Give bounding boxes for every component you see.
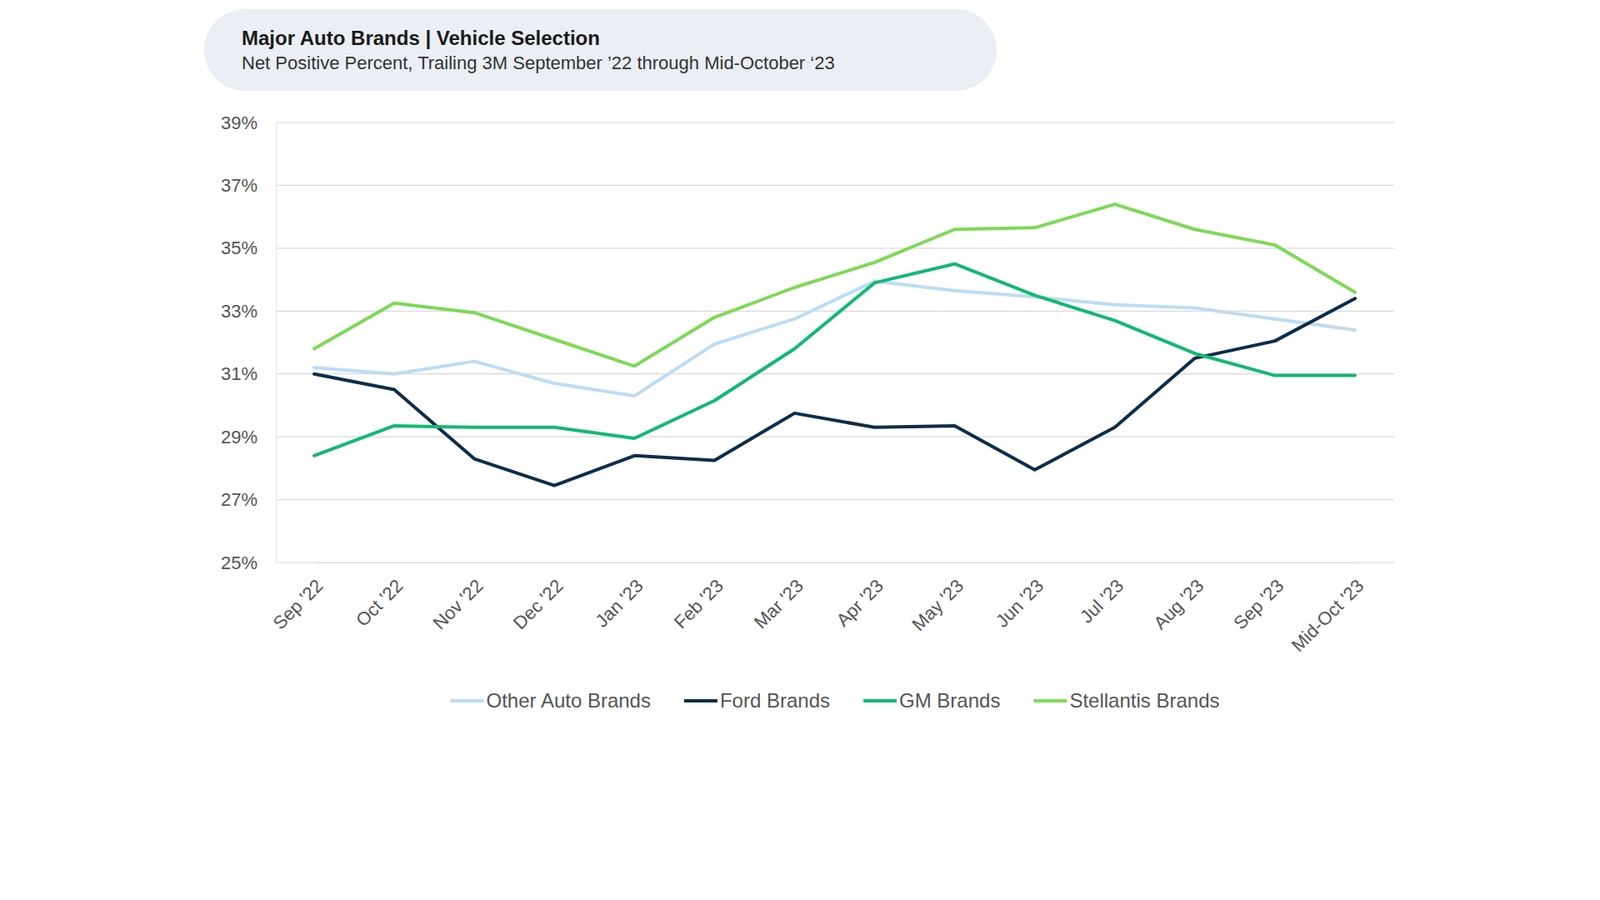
x-tick-label: Nov '22: [429, 575, 488, 634]
grid-line: [275, 185, 1395, 186]
x-tick-label: Jun '23: [991, 575, 1048, 631]
legend-item: Other Auto Brands: [450, 689, 651, 712]
grid: [275, 122, 1395, 563]
legend-swatch: [450, 699, 485, 703]
y-tick-label: 29%: [220, 426, 258, 448]
x-tick-label: Sep '23: [1229, 575, 1288, 634]
x-tick: Nov '22: [429, 562, 488, 634]
x-tick: Mid-Oct '23: [1287, 562, 1369, 656]
x-tick-label: Jul '23: [1075, 575, 1128, 627]
y-tick-label: 25%: [220, 552, 258, 574]
x-axis-line: [315, 562, 1356, 564]
x-tick: Dec '22: [509, 562, 568, 634]
x-tick-label: Mid-Oct '23: [1287, 575, 1369, 656]
title: Major Auto Brands | Vehicle Selection: [241, 26, 600, 50]
y-tick-label: 35%: [220, 237, 258, 259]
y-tick-label: 39%: [220, 112, 258, 134]
x-tick-label: Oct '22: [351, 575, 407, 630]
legend-label: Other Auto Brands: [486, 689, 651, 712]
legend-item: Ford Brands: [684, 689, 830, 712]
y-tick: 37%: [220, 175, 276, 196]
y-axis: 25% 27% 29% 31% 33% 35% 37% 39%: [220, 112, 277, 574]
legend-swatch: [684, 699, 718, 703]
series-line: [314, 264, 1355, 456]
x-tick-label: Sep '22: [269, 575, 328, 634]
y-tick: 29%: [220, 426, 276, 448]
grid-line: [275, 561, 1395, 563]
legend-item: Stellantis Brands: [1033, 689, 1220, 712]
series-line: [314, 298, 1355, 485]
x-tick: Aug '23: [1149, 562, 1208, 634]
y-tick-label: 27%: [220, 489, 258, 510]
x-tick: Sep '22: [269, 562, 328, 634]
x-tick: Feb '23: [670, 562, 728, 633]
x-tick-label: Feb '23: [670, 575, 728, 633]
x-tick: Sep '23: [1229, 562, 1288, 634]
legend-label: Ford Brands: [720, 689, 830, 712]
legend-item: GM Brands: [863, 689, 1000, 712]
legend: Other Auto Brands Ford Brands GM Brands Ste…: [450, 689, 1220, 712]
grid-line: [275, 436, 1395, 438]
y-tick: 35%: [220, 237, 276, 259]
grid-line: [275, 121, 1395, 123]
x-tick: May '23: [907, 562, 968, 635]
series-line: [314, 204, 1355, 366]
x-tick: Jun '23: [991, 562, 1048, 632]
x-tick-label: Mar '23: [750, 575, 808, 633]
lines: [314, 204, 1355, 486]
y-tick: 25%: [220, 552, 276, 574]
legend-label: GM Brands: [899, 689, 1000, 712]
x-tick: Apr '23: [832, 562, 888, 631]
y-tick: 39%: [220, 112, 276, 134]
x-tick-label: Dec '22: [509, 575, 568, 634]
legend-swatch: [1033, 699, 1067, 703]
grid-line: [275, 499, 1395, 500]
x-tick-label: Aug '23: [1149, 575, 1208, 634]
grid-line: [275, 247, 1395, 249]
title-background: [204, 9, 997, 91]
x-tick: Jan '23: [590, 562, 647, 632]
legend-label: Stellantis Brands: [1069, 689, 1220, 712]
chart: Major Auto Brands | Vehicle SelectionNet…: [0, 0, 1600, 900]
title-box: Major Auto Brands | Vehicle SelectionNet…: [204, 9, 997, 91]
x-tick: Oct '22: [351, 562, 407, 631]
y-tick-label: 31%: [220, 363, 258, 385]
series-line: [314, 280, 1355, 396]
legend-swatch: [863, 699, 897, 703]
x-axis: Sep '22 Oct '22 Nov '22 Dec '22 Jan '23 Feb '…: [269, 562, 1369, 656]
y-axis-line: [275, 123, 277, 564]
x-tick: Jul '23: [1075, 562, 1128, 627]
x-tick-label: May '23: [907, 575, 968, 635]
x-tick: Mar '23: [750, 562, 808, 633]
y-tick: 31%: [220, 363, 276, 385]
x-tick-label: Jan '23: [590, 575, 647, 631]
y-tick-label: 33%: [220, 300, 258, 322]
y-tick: 33%: [220, 300, 276, 322]
subtitle: Net Positive Percent, Trailing 3M Septem…: [241, 52, 835, 74]
grid-line: [275, 373, 1395, 375]
x-tick-label: Apr '23: [832, 575, 888, 630]
y-tick: 27%: [220, 489, 276, 510]
y-tick-label: 37%: [220, 175, 258, 196]
